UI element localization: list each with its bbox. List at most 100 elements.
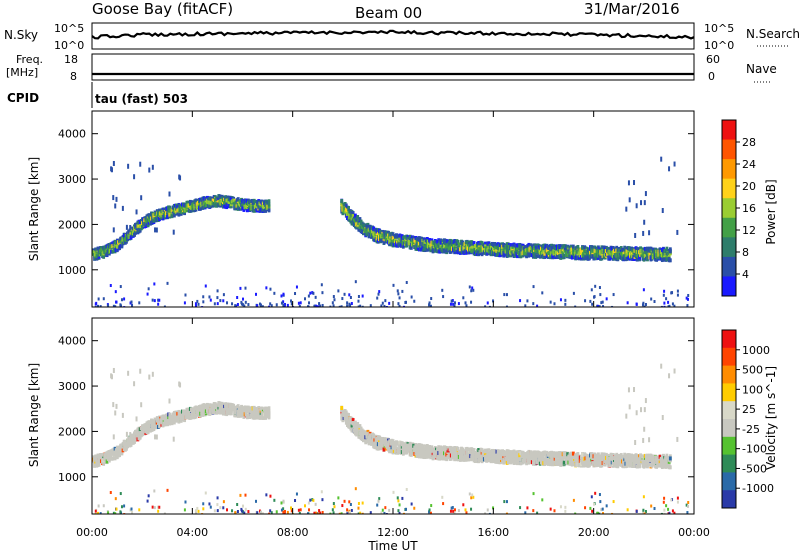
power-mark	[141, 225, 144, 230]
power-mark	[668, 249, 672, 254]
power-mark	[172, 213, 176, 218]
power-mark	[154, 227, 157, 233]
power-mark	[476, 243, 479, 248]
power-mark	[270, 304, 273, 307]
power-mark	[598, 286, 601, 290]
power-mark	[280, 301, 283, 305]
y-tick-label: 2000	[58, 218, 86, 231]
power-mark	[519, 299, 522, 303]
power-mark	[312, 291, 315, 295]
power-mark	[486, 301, 489, 305]
power-mark	[231, 302, 234, 306]
power-mark	[265, 286, 268, 290]
power-mark	[535, 252, 539, 257]
power-mark	[633, 180, 636, 186]
power-mark	[259, 303, 262, 307]
power-mark	[247, 303, 250, 307]
power-mark	[602, 305, 605, 307]
power-mark	[668, 166, 671, 172]
velocity-mark	[162, 414, 166, 419]
power-mark	[653, 300, 656, 304]
station-title: Goose Bay (fitACF)	[92, 0, 233, 18]
power-mark	[317, 305, 320, 307]
power-mark	[527, 242, 531, 247]
power-mark	[376, 296, 379, 300]
power-mark	[470, 300, 473, 304]
power-mark	[239, 286, 242, 290]
power-mark	[163, 305, 166, 307]
power-mark	[569, 244, 573, 249]
power-ylabel: Slant Range [km]	[27, 157, 41, 261]
power-mark	[661, 208, 664, 214]
power-mark	[442, 295, 445, 299]
nsearch-label: N.Search	[746, 27, 800, 41]
power-mark	[581, 247, 584, 252]
power-mark	[307, 305, 310, 307]
power-mark	[547, 251, 551, 256]
velocity-mark	[393, 444, 397, 449]
power-mark	[121, 205, 124, 211]
velocity-mark	[389, 441, 393, 446]
power-mark	[151, 164, 154, 170]
power-mark	[384, 299, 387, 303]
y-tick-label: 1000	[58, 264, 86, 277]
power-mark	[393, 237, 397, 242]
power-mark	[208, 295, 211, 299]
power-mark	[550, 243, 554, 248]
power-mark	[343, 292, 346, 296]
power-mark	[347, 205, 350, 210]
power-mark	[350, 301, 353, 305]
power-colorbar-segment	[722, 276, 736, 297]
power-mark	[243, 304, 246, 307]
velocity-mark	[141, 432, 144, 437]
power-colorbar-segment	[722, 198, 736, 219]
power-mark	[196, 299, 199, 303]
power-mark	[509, 253, 512, 258]
power-mark	[611, 305, 614, 307]
power-mark	[446, 239, 450, 244]
power-mark	[648, 251, 652, 256]
power-mark	[282, 303, 285, 307]
velocity-mark	[134, 437, 137, 442]
power-mark	[642, 288, 645, 292]
power-mark	[313, 304, 316, 307]
velocity-mark	[216, 408, 220, 413]
power-mark	[468, 285, 471, 289]
power-mark	[425, 236, 429, 241]
power-mark	[641, 303, 644, 307]
power-mark	[129, 225, 132, 231]
power-mark	[97, 304, 100, 307]
power-mark	[131, 303, 134, 307]
power-mark	[213, 302, 216, 306]
power-mark	[667, 300, 670, 304]
power-mark	[157, 298, 160, 302]
power-colorbar-segment	[722, 178, 736, 199]
power-mark	[668, 247, 672, 252]
velocity-mark	[133, 435, 136, 440]
power-mark	[643, 200, 646, 206]
power-mark	[354, 280, 357, 284]
power-mark	[151, 298, 154, 302]
power-mark	[140, 195, 143, 201]
power-mark	[183, 301, 186, 305]
power-mark	[627, 180, 630, 186]
power-mark	[112, 160, 115, 166]
velocity-mark	[403, 442, 406, 447]
power-mark	[635, 302, 638, 306]
velocity-mark	[232, 405, 236, 410]
power-mark	[118, 240, 122, 245]
power-mark	[340, 305, 343, 307]
power-mark	[148, 167, 151, 173]
power-mark	[541, 247, 544, 252]
power-mark	[570, 255, 574, 260]
power-mark	[267, 202, 271, 207]
power-mark	[118, 246, 122, 251]
y-tick-label: 3000	[58, 173, 86, 186]
power-mark	[553, 302, 556, 306]
power-mark	[383, 304, 386, 307]
power-mark	[114, 305, 117, 307]
power-mark	[642, 230, 645, 236]
power-mark	[354, 213, 357, 218]
power-mark	[309, 291, 312, 295]
